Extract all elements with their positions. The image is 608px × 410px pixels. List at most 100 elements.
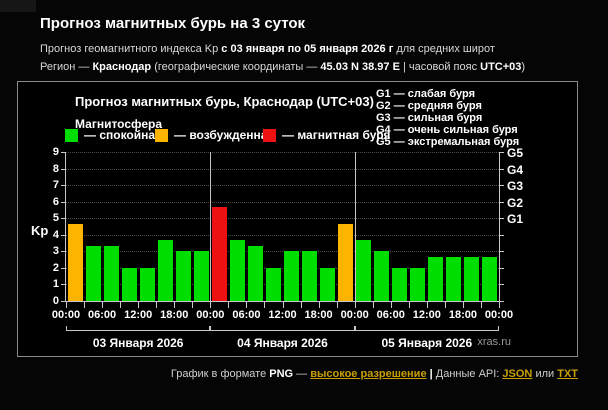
x-axis-tick (138, 302, 140, 308)
kp-bar (103, 245, 119, 301)
kp-bar (410, 267, 426, 301)
x-axis-tick (408, 302, 410, 308)
g2-legend: G2 — средняя буря (376, 100, 482, 112)
x-axis-tick (228, 302, 230, 308)
x-axis-tick (84, 302, 86, 308)
page-title: Прогноз магнитных бурь на 3 суток (40, 15, 306, 32)
hires-link[interactable]: высокое разрешение (310, 368, 427, 380)
y-axis-tick (61, 168, 66, 170)
y-axis-tick (61, 185, 66, 187)
plot-area: 0 1 2 3 4 5 6 7 8 9 G1 G2 G3 G4 G5 00:00 06:00 12:00 18:00… (52, 146, 523, 350)
footer-format: PNG (269, 368, 294, 380)
y-axis-tick (61, 301, 66, 302)
region-close: ) (521, 61, 526, 73)
gridline (66, 218, 499, 220)
watermark: xras.ru (477, 336, 511, 348)
gridline (66, 201, 499, 203)
x-axis-tick (246, 302, 248, 308)
quiet-swatch-icon (65, 128, 78, 142)
right-axis-tick (499, 301, 504, 302)
kp-bar (338, 223, 354, 301)
date-bracket (354, 326, 499, 331)
y-tick-label: 7 (52, 179, 59, 192)
kp-bar (247, 245, 263, 301)
right-axis-tick (499, 201, 504, 203)
time-tick-label: 00:00 (484, 309, 514, 321)
gridline (66, 284, 499, 286)
gridline (66, 185, 499, 187)
kp-bar (302, 251, 318, 301)
y-tick-label: 2 (52, 261, 59, 274)
x-axis-tick (318, 302, 320, 308)
g4-legend: G4 — очень сильная буря (376, 124, 518, 136)
kp-bar (229, 240, 245, 301)
legend-item-storm: — магнитная буря (263, 128, 390, 142)
time-tick-label: 18:00 (160, 309, 189, 321)
chart-title: Прогноз магнитных бурь, Краснодар (UTC+0… (75, 94, 374, 109)
kp-bar (193, 251, 209, 301)
date-label: 05 Января 2026 (381, 336, 473, 350)
date-label: 03 Января 2026 (92, 336, 184, 350)
legend-label-quiet: — спокойная (84, 128, 163, 142)
x-axis-tick (462, 302, 464, 308)
y-axis-tick (61, 234, 66, 236)
x-axis-tick (156, 302, 158, 308)
y-tick-label: 3 (52, 245, 59, 258)
region-coords-label: (географические координаты — (151, 61, 321, 73)
region-label: Регион — (40, 61, 93, 73)
right-axis-tick (499, 234, 504, 236)
y-tick-label: 5 (52, 212, 59, 225)
kp-bar (265, 267, 281, 301)
kp-bar (175, 251, 191, 301)
y-tick-label: 4 (52, 228, 59, 241)
footer-dash: — (293, 368, 311, 380)
time-tick-label: 06:00 (376, 309, 405, 321)
y-axis-tick (61, 201, 66, 203)
x-axis-tick (66, 302, 67, 308)
kp-bar (446, 256, 462, 301)
x-axis-tick (499, 302, 500, 308)
date-label: 04 Января 2026 (237, 336, 328, 350)
x-axis-tick (336, 302, 338, 308)
x-axis-tick (480, 302, 482, 308)
kp-bar (320, 267, 336, 301)
y-axis-tick (61, 284, 66, 286)
g-level-label: G4 (507, 162, 524, 177)
day-separator-line (210, 152, 212, 301)
subtitle-dates: с 03 января по 05 января 2026 г (221, 43, 394, 55)
x-axis-tick (210, 302, 212, 308)
y-axis-tick (61, 218, 66, 220)
gridline (66, 152, 499, 153)
y-tick-label: 1 (52, 278, 59, 291)
time-tick-label: 18:00 (448, 309, 477, 321)
txt-link[interactable]: TXT (557, 368, 578, 380)
x-axis-tick (354, 302, 356, 308)
kp-bar (284, 251, 300, 301)
y-tick-label: 8 (52, 162, 59, 175)
kp-bar (392, 267, 408, 301)
storm-swatch-icon (263, 128, 276, 142)
time-tick-label: 06:00 (232, 309, 261, 321)
y-axis-tick (61, 267, 66, 269)
footer: График в формате PNG — высокое разрешени… (171, 368, 578, 380)
y-tick-label: 0 (52, 295, 59, 307)
x-axis-tick (174, 302, 176, 308)
x-axis-tick (444, 302, 446, 308)
y-tick-label: 6 (52, 195, 59, 208)
footer-or: или (532, 368, 558, 380)
x-axis-tick (300, 302, 302, 308)
right-axis-tick (499, 168, 504, 170)
region-coords: 45.03 N 38.97 E (320, 61, 400, 73)
chart-panel: Прогноз магнитных бурь, Краснодар (UTC+0… (17, 81, 578, 357)
region-name: Краснодар (92, 61, 152, 73)
kp-bar (428, 256, 444, 301)
kp-bar (464, 256, 480, 301)
browser-artifact (0, 0, 36, 12)
gridline (66, 234, 499, 236)
right-axis-tick (499, 267, 504, 269)
g-level-label: G2 (507, 195, 524, 210)
legend-title: Магнитосфера (75, 117, 163, 131)
json-link[interactable]: JSON (502, 368, 533, 380)
y-axis-label: Kp (31, 223, 49, 238)
